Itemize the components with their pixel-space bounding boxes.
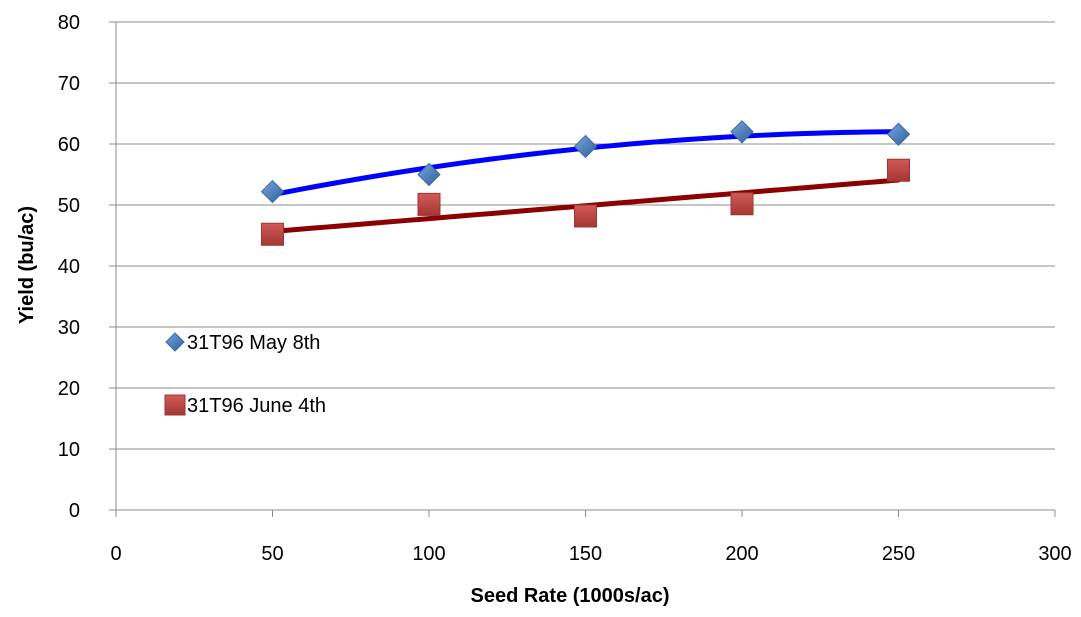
data-points [260, 120, 911, 246]
legend-marker-series-1 [165, 332, 185, 352]
data-point-series-2 [887, 158, 910, 182]
data-point-series-1 [260, 179, 285, 204]
gridlines [116, 21, 1055, 450]
x-tick-label: 200 [725, 543, 758, 565]
data-point-series-2 [574, 204, 597, 228]
y-tick-label: 70 [58, 73, 80, 95]
legend-label-series-2: 31T96 June 4th [187, 395, 326, 417]
y-tick-label: 50 [58, 195, 80, 217]
axes [109, 21, 1056, 517]
data-point-series-1 [730, 120, 754, 144]
data-point-series-1 [573, 134, 598, 159]
data-point-series-1 [417, 162, 441, 187]
x-tick-label: 300 [1038, 543, 1071, 565]
x-tick-label: 250 [882, 543, 915, 565]
y-tick-label: 80 [58, 12, 80, 34]
legend-marker-series-2 [164, 394, 186, 416]
y-tick-label: 20 [58, 378, 80, 400]
data-point-series-2 [417, 192, 441, 216]
legend-label-series-1: 31T96 May 8th [187, 332, 320, 354]
data-point-series-2 [261, 222, 284, 246]
y-tick-label: 30 [58, 317, 80, 339]
x-tick-label: 100 [412, 543, 445, 565]
y-tick-label: 60 [58, 134, 80, 156]
x-tick-label: 50 [261, 543, 283, 565]
data-point-series-2 [730, 192, 754, 216]
x-axis-title: Seed Rate (1000s/ac) [470, 585, 669, 607]
y-tick-label: 40 [58, 256, 80, 278]
x-tick-label: 0 [110, 543, 121, 565]
legend: 31T96 May 8th 31T96 June 4th [164, 332, 326, 417]
data-point-series-1 [886, 122, 911, 146]
y-tick-label: 0 [69, 500, 80, 522]
y-tick-label: 10 [58, 439, 80, 461]
x-tick-label: 150 [569, 543, 602, 565]
y-axis-title: Yield (bu/ac) [16, 206, 38, 324]
axis-labels: 0 10 20 30 40 50 60 70 80 0 50 100 150 200 250 300 [58, 12, 1072, 565]
